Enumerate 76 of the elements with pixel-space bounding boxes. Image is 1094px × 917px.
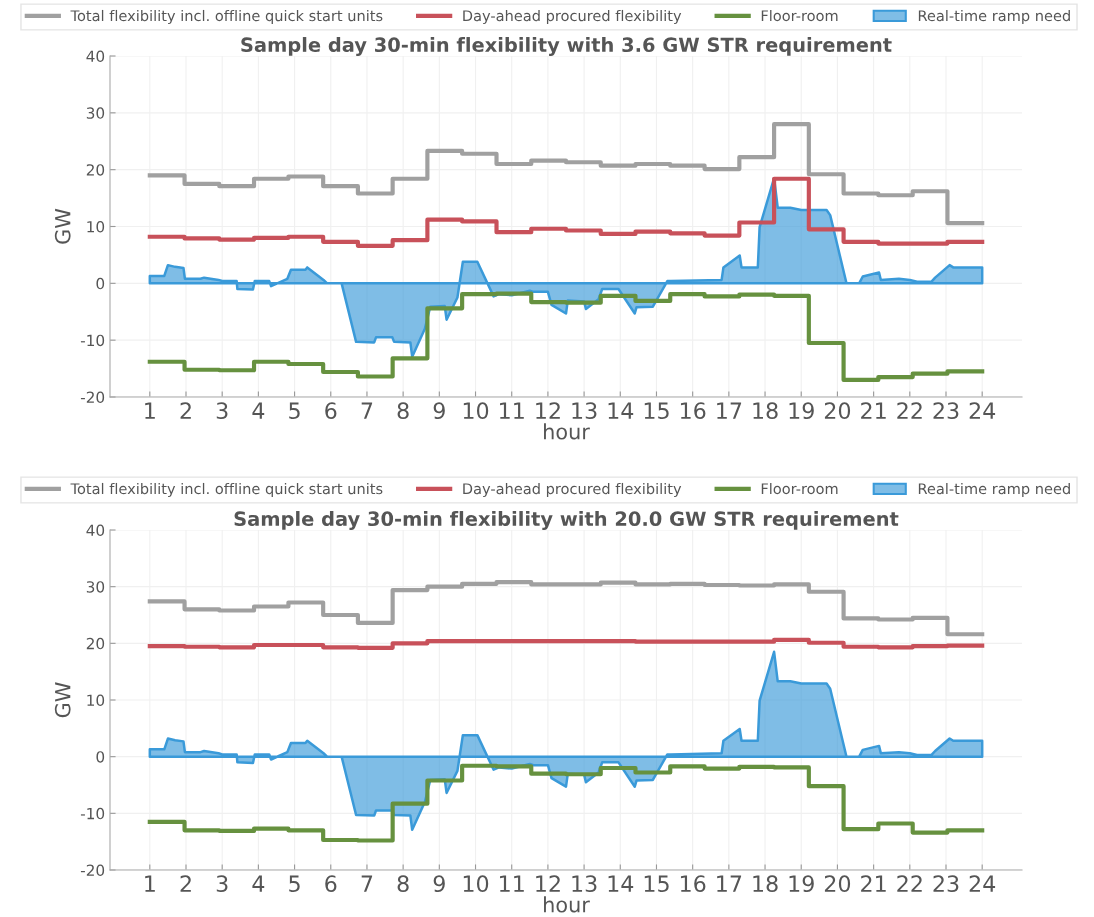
x-tick-label: 5 [289, 875, 300, 893]
x-tick-label: 4 [252, 402, 265, 419]
x-tick-label: 22 [897, 875, 922, 892]
x-tick-label: 1 [145, 875, 155, 892]
x-tick-label: 20 [824, 402, 851, 420]
x-tick-label: 23 [933, 875, 959, 893]
y-tick-label: 40 [86, 50, 105, 63]
x-tick-label: 8 [397, 402, 409, 420]
legend-label: Real-time ramp need [918, 9, 1070, 25]
x-tick-label: 18 [753, 402, 778, 420]
x-tick-label: 11 [500, 875, 524, 892]
y-tick-label: 0 [96, 277, 105, 290]
x-tick-label: 22 [897, 402, 922, 419]
legend-label: Real-time ramp need [918, 482, 1070, 498]
x-tick-label: 10 [463, 875, 489, 893]
x-tick-label: 13 [572, 402, 597, 420]
x-tick-label: 2 [180, 402, 191, 419]
y-tick-label: -10 [80, 334, 105, 347]
legend-label: Floor-room [761, 9, 838, 22]
y-tick-label: 30 [86, 581, 105, 593]
x-tick-label: 3 [216, 875, 228, 893]
x-tick-label: 18 [753, 875, 778, 893]
x-tick-label: 5 [289, 402, 300, 420]
y-tick-label: 0 [96, 751, 105, 763]
y-tick-label: 20 [86, 637, 105, 650]
y-tick-label: -20 [80, 864, 105, 877]
y-tick-label: 40 [86, 524, 105, 537]
chart-title: Sample day 30-min flexibility with 3.6 GW STR requirement [241, 37, 892, 56]
x-tick-label: 7 [361, 875, 373, 892]
y-axis-title: GW [54, 208, 71, 244]
x-tick-label: 19 [789, 875, 814, 893]
x-tick-label: 8 [397, 875, 409, 893]
legend-label: Total flexibility incl. offline quick start units [70, 482, 383, 498]
y-tick-label: 10 [87, 694, 105, 707]
x-axis-title: hour [544, 896, 590, 913]
x-tick-label: 24 [969, 875, 996, 892]
x-tick-label: 16 [680, 875, 706, 893]
x-tick-label: 11 [500, 402, 524, 419]
x-tick-label: 23 [933, 402, 959, 420]
x-tick-label: 17 [717, 402, 742, 419]
x-tick-label: 12 [536, 875, 560, 892]
x-tick-label: 19 [789, 402, 814, 420]
x-tick-label: 6 [325, 875, 337, 893]
x-tick-label: 15 [644, 875, 669, 893]
x-tick-label: 24 [969, 402, 996, 419]
x-tick-label: 6 [325, 402, 337, 420]
x-tick-label: 9 [433, 875, 445, 893]
y-axis-title: GW [54, 682, 71, 718]
x-tick-label: 2 [180, 875, 191, 892]
x-tick-label: 15 [644, 402, 669, 420]
x-tick-label: 12 [536, 402, 560, 419]
y-tick-label: -20 [80, 391, 105, 404]
chart-title: Sample day 30-min flexibility with 20.0 GW STR requirement [234, 511, 899, 530]
x-tick-label: 13 [572, 875, 597, 893]
y-tick-label: 20 [86, 164, 105, 176]
x-tick-label: 4 [252, 875, 265, 892]
legend-label: Total flexibility incl. offline quick start units [70, 9, 383, 25]
x-tick-label: 7 [361, 402, 373, 419]
x-tick-label: 14 [608, 875, 634, 892]
x-tick-label: 20 [824, 875, 851, 893]
legend-label: Floor-room [761, 482, 838, 495]
x-tick-label: 21 [861, 875, 886, 892]
x-tick-label: 21 [861, 402, 886, 419]
x-tick-label: 14 [608, 402, 634, 419]
y-tick-label: 30 [86, 107, 105, 119]
x-tick-label: 16 [680, 402, 706, 420]
x-tick-label: 17 [717, 875, 742, 892]
y-tick-label: 10 [87, 220, 105, 233]
x-axis-title: hour [544, 423, 590, 440]
y-tick-label: -10 [80, 807, 105, 820]
x-tick-label: 9 [433, 402, 445, 420]
legend-label: Day-ahead procured flexibility [463, 482, 682, 498]
x-tick-label: 1 [145, 402, 155, 419]
x-tick-label: 3 [216, 402, 228, 420]
x-tick-label: 10 [463, 402, 489, 420]
legend-label: Day-ahead procured flexibility [463, 9, 682, 25]
